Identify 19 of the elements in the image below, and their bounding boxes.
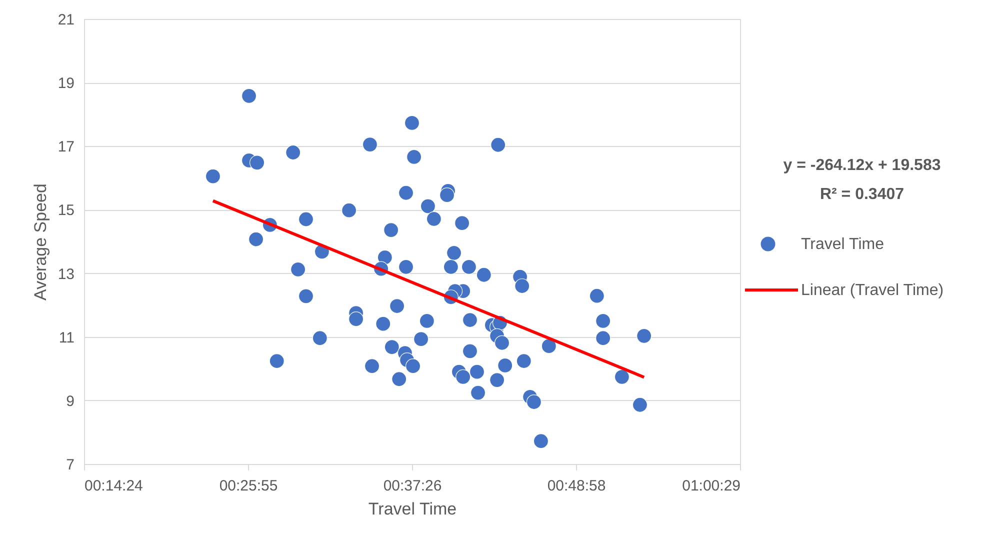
y-tick-label: 19 <box>58 75 74 92</box>
y-axis-title: Average Speed <box>30 184 50 300</box>
x-axis-title: Travel Time <box>368 500 457 518</box>
text: R² = 0.3407 <box>820 186 904 203</box>
text: y = -264.12x + 19.583 <box>783 157 941 174</box>
x-tick-label: 00:25:55 <box>219 478 278 494</box>
x-tick-label: 00:37:26 <box>383 478 442 494</box>
legend-label: Linear (Travel Time) <box>801 282 944 299</box>
y-tick-label: 15 <box>58 202 74 220</box>
y-tick-label: 11 <box>58 329 74 346</box>
y-tick-label: 7 <box>66 456 74 474</box>
y-tick-label: 17 <box>58 138 74 156</box>
legend-label: Travel Time <box>801 236 884 253</box>
y-tick-label: 13 <box>58 266 74 283</box>
y-tick-label: 9 <box>66 392 74 410</box>
x-tick-label: 00:48:58 <box>547 478 606 494</box>
y-tick-label: 21 <box>58 12 74 28</box>
x-tick-label: 01:00:29 <box>682 478 740 494</box>
x-tick-label: 00:14:24 <box>84 478 143 494</box>
